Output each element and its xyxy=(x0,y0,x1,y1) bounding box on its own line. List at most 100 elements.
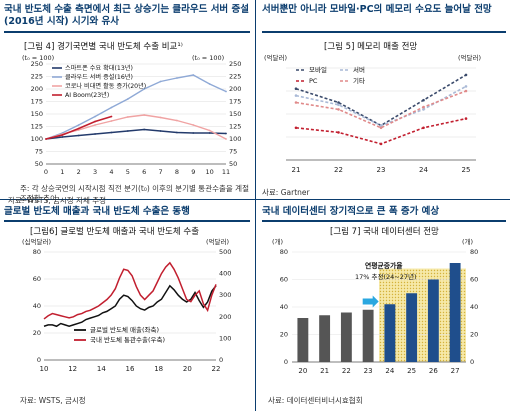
x-tick-label: 7 xyxy=(158,168,162,176)
x-tick-label: 24 xyxy=(419,166,428,174)
bar xyxy=(406,293,418,362)
legend-label: PC xyxy=(309,77,318,85)
chart-1-note: 주: 각 상승국면의 시작시점 직전 분기(t₀) 이후의 분기별 통관수출을 … xyxy=(20,184,249,203)
data-point xyxy=(94,115,96,118)
chart-4-title: [그림 7] 국내 데이터센터 전망 xyxy=(330,227,439,237)
x-tick-label: 10 xyxy=(205,168,213,176)
x-tick-label: 6 xyxy=(142,168,146,176)
y-tick-label-left: 175 xyxy=(31,98,43,106)
data-point xyxy=(464,117,468,120)
y-tick-label-left: 80 xyxy=(33,248,41,256)
data-point xyxy=(192,132,195,134)
legend-label: AI Boom(23년) xyxy=(65,91,109,99)
series-line-1 xyxy=(43,261,217,320)
x-tick-label: 22 xyxy=(334,166,343,174)
y-tick-label-left: 60 xyxy=(280,276,288,284)
data-point xyxy=(294,101,298,104)
y-tick-label-left: 225 xyxy=(31,73,43,81)
data-point xyxy=(110,120,113,122)
x-tick-label: 27 xyxy=(451,367,460,375)
y-tick-label-left: 75 xyxy=(35,148,43,156)
data-point xyxy=(143,114,146,116)
x-tick-label: 10 xyxy=(40,365,49,373)
forecast-arrow xyxy=(362,295,379,308)
y-tick-label-right: 500 xyxy=(219,248,231,256)
x-tick-label: 16 xyxy=(126,365,135,373)
data-point xyxy=(294,87,298,90)
y-tick-label-left: 0 xyxy=(284,358,288,366)
data-point xyxy=(77,134,80,137)
y-tick-label-left: 80 xyxy=(280,248,288,256)
data-point xyxy=(110,106,113,109)
y-tick-label-left: 150 xyxy=(31,110,43,118)
right-unit-label: (억달러) xyxy=(206,237,229,246)
y-tick-label-right: 100 xyxy=(229,135,241,143)
y-tick-label-right: 75 xyxy=(229,148,237,156)
series-line-0 xyxy=(43,284,217,328)
series-line-1 xyxy=(45,74,227,140)
section-heading-top-left: 국내 반도체 수출 측면에서 최근 상승기는 클라우드 서버 증설(2016년 … xyxy=(4,4,249,27)
data-point xyxy=(225,90,227,93)
x-tick-label: 21 xyxy=(320,367,329,375)
data-point xyxy=(45,138,47,140)
data-point xyxy=(379,142,383,146)
data-point xyxy=(94,124,96,126)
x-tick-label: 1 xyxy=(60,168,64,176)
data-point xyxy=(176,119,178,122)
y-tick-label-right: 0 xyxy=(470,358,474,366)
y-tick-label-right: 250 xyxy=(229,60,241,68)
y-tick-label-right: 225 xyxy=(229,73,241,81)
data-point xyxy=(379,124,383,127)
y-tick-label-left: 40 xyxy=(33,302,41,310)
x-tick-label: 21 xyxy=(292,166,301,174)
x-tick-label: 23 xyxy=(377,166,386,174)
chart-2: (억달러) (억달러) 21 22 23 24 25 모바일 서버 PC 기타 xyxy=(264,53,481,174)
y-tick-label-left: 20 xyxy=(280,331,288,339)
data-point xyxy=(94,120,96,123)
data-point xyxy=(337,108,340,111)
x-tick-label: 24 xyxy=(385,367,394,375)
legend-label: 기타 xyxy=(353,76,365,85)
y-tick-label-right: 0 xyxy=(219,356,223,364)
y-tick-label-right: 200 xyxy=(219,313,231,321)
data-point xyxy=(225,138,227,140)
x-tick-label: 11 xyxy=(222,168,230,176)
x-tick-label: 20 xyxy=(298,367,307,375)
data-point xyxy=(464,85,468,88)
data-point xyxy=(159,130,162,132)
x-tick-label: 12 xyxy=(68,365,77,373)
y-tick-label-right: 125 xyxy=(229,123,241,131)
x-tick-label: 5 xyxy=(126,168,130,176)
y-tick-label-right: 150 xyxy=(229,110,241,118)
section-heading-bottom-right: 국내 데이터센터 장기적으로 큰 폭 증가 예상 xyxy=(262,206,440,217)
section-heading-bottom-left: 글로벌 반도체 매출과 국내 반도체 수출은 동행 xyxy=(4,206,190,217)
chart-3-title: [그림6] 글로벌 반도체 매출과 국내 반도체 수출 xyxy=(30,227,200,237)
legend-label: 국내 반도체 통관수출(우축) xyxy=(90,335,165,344)
data-point xyxy=(337,131,340,134)
data-point xyxy=(422,98,425,102)
series-line-0 xyxy=(45,128,227,140)
chart-3-source: 자료: WSTS, 금시정 xyxy=(20,396,86,405)
y-tick-label-left: 40 xyxy=(280,303,288,311)
data-point xyxy=(422,105,425,109)
x-tick-label: 0 xyxy=(44,168,48,176)
data-point xyxy=(225,132,227,135)
data-point xyxy=(192,74,195,76)
right-unit-label: (억달러) xyxy=(458,53,481,62)
chart-3: (십억달러) (억달러) 0 20 40 60 80 0 100 200 300 400 500 10 12… xyxy=(22,237,231,373)
data-point xyxy=(176,77,178,79)
data-point xyxy=(464,73,468,77)
data-point xyxy=(294,126,298,130)
legend-label: 글로벌 반도체 매출(좌축) xyxy=(90,325,159,334)
left-unit-label: (개) xyxy=(272,237,283,246)
bar xyxy=(427,279,439,362)
y-tick-label-right: 300 xyxy=(219,291,231,299)
annotation-line-1: 연평균증가율 xyxy=(365,261,403,270)
series-line-2 xyxy=(45,114,227,140)
data-point xyxy=(126,130,129,132)
y-tick-label-left: 250 xyxy=(31,60,43,68)
data-point xyxy=(77,124,80,126)
y-tick-label-right: 175 xyxy=(229,98,241,106)
series-line-2 xyxy=(295,117,467,145)
